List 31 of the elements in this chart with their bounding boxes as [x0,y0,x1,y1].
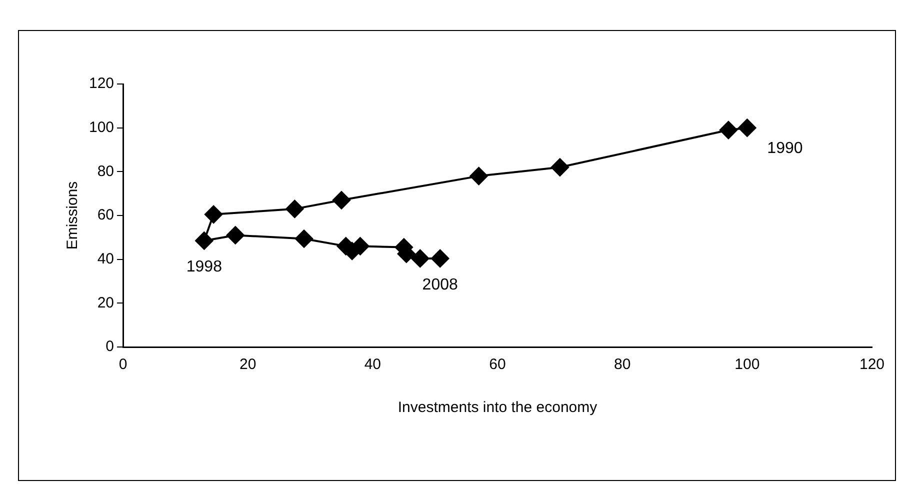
point [226,226,244,244]
point [719,121,738,140]
point [286,200,304,218]
y-tick-label: 100 [88,118,114,136]
annotation: 2008 [422,276,458,294]
x-tick-label: 120 [859,356,885,374]
point [411,249,430,268]
x-tick-label: 60 [489,356,506,374]
point [295,230,314,248]
x-axis-title: Investments into the economy [398,399,598,416]
y-tick-label: 40 [97,250,114,268]
y-tick-label: 0 [106,338,114,356]
point [431,249,450,268]
y-axis-title: Emissions [64,181,82,250]
x-tick-label: 80 [614,356,631,374]
x-tick-label: 20 [240,356,256,374]
point [204,205,223,224]
annotation: 1990 [767,140,803,157]
x-tick-label: 0 [118,356,128,374]
point [470,167,488,186]
x-tick-label: 100 [734,356,760,374]
y-tick-label: 120 [88,75,114,92]
y-tick-label: 20 [97,294,114,312]
x-tick-label: 40 [364,356,382,374]
point [195,232,214,250]
point [550,158,569,176]
point [332,191,350,210]
point [738,118,756,137]
annotation: 1998 [186,258,222,276]
y-tick-label: 80 [97,162,114,180]
y-tick-label: 60 [97,206,114,224]
